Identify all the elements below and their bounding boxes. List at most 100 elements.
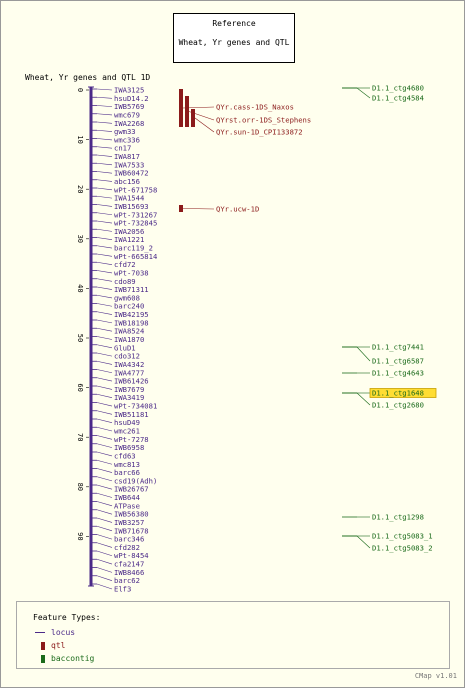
- qtl-bar[interactable]: [185, 96, 189, 127]
- marker-label[interactable]: Elf3: [114, 585, 131, 594]
- marker-label[interactable]: wPt-7278: [114, 435, 149, 444]
- version-label: CMap v1.01: [414, 672, 457, 680]
- marker-label[interactable]: IWA2268: [114, 119, 144, 128]
- marker-label[interactable]: cn17: [114, 144, 131, 153]
- legend: Feature Types: locus qtl baccontig: [16, 601, 450, 669]
- legend-item-locus: locus: [35, 628, 75, 637]
- marker-label[interactable]: IWB60472: [114, 169, 149, 178]
- reference-title: Reference: [212, 19, 256, 28]
- marker-label[interactable]: IWB3257: [114, 518, 144, 527]
- marker-label[interactable]: hsuD14.2: [114, 94, 149, 103]
- marker-label[interactable]: wmc261: [114, 426, 140, 435]
- marker-label[interactable]: IWA2056: [114, 227, 144, 236]
- marker-label[interactable]: gwm33: [114, 127, 136, 136]
- contig-label[interactable]: D1.1_ctg1298: [372, 513, 424, 522]
- contig-label[interactable]: D1.1_ctg6587: [372, 357, 424, 366]
- qtl-swatch-icon: [41, 641, 45, 650]
- axis-tick-label: 70: [76, 433, 84, 441]
- legend-item-qtl: qtl: [35, 641, 65, 650]
- marker-label[interactable]: IWA7533: [114, 160, 144, 169]
- marker-label[interactable]: IWB51181: [114, 410, 149, 419]
- qtl-label[interactable]: QYr.ucw-1D: [216, 205, 259, 214]
- marker-label[interactable]: IWA1870: [114, 335, 144, 344]
- contig-label[interactable]: D1.1_ctg4680: [372, 84, 424, 93]
- contig-label[interactable]: D1.1_ctg7441: [372, 343, 424, 352]
- marker-label[interactable]: IWB56380: [114, 510, 149, 519]
- marker-label[interactable]: wPt-734081: [114, 402, 157, 411]
- marker-label[interactable]: wPt-665814: [114, 252, 157, 261]
- marker-label[interactable]: hsuD49: [114, 418, 140, 427]
- marker-label[interactable]: IWA3419: [114, 393, 144, 402]
- marker-label[interactable]: wPt-731267: [114, 210, 157, 219]
- marker-label[interactable]: IWB71311: [114, 285, 149, 294]
- marker-label[interactable]: IWA3125: [114, 86, 144, 95]
- marker-label[interactable]: IWB61426: [114, 377, 149, 386]
- qtl-bar[interactable]: [179, 89, 183, 127]
- marker-label[interactable]: IWB644: [114, 493, 140, 502]
- reference-box: Reference Wheat, Yr genes and QTL: [173, 13, 295, 63]
- marker-label[interactable]: IWA1544: [114, 194, 144, 203]
- marker-label[interactable]: IWB7679: [114, 385, 144, 394]
- axis-tick-label: 80: [76, 483, 84, 491]
- marker-label[interactable]: wmc336: [114, 135, 140, 144]
- marker-label[interactable]: wPt-8454: [114, 551, 149, 560]
- marker-label[interactable]: GluD1: [114, 343, 136, 352]
- map-title[interactable]: Wheat, Yr genes and QTL 1D: [25, 73, 151, 82]
- marker-label[interactable]: barc119_2: [114, 244, 153, 253]
- reference-subtitle: Wheat, Yr genes and QTL: [178, 38, 290, 47]
- legend-item-baccontig: baccontig: [35, 654, 94, 663]
- axis-tick-label: 60: [76, 383, 84, 391]
- contig-label[interactable]: D1.1_ctg2680: [372, 401, 424, 410]
- baccontig-swatch-icon: [41, 654, 45, 663]
- marker-label[interactable]: csd19(Adh): [114, 476, 157, 485]
- map-canvas: 0 10 20 30 40 50 60 70 80 90 IWA3125hsuD14.2IWB57…: [76, 84, 437, 594]
- contig-label[interactable]: D1.1_ctg5083_1: [372, 532, 433, 541]
- marker-label[interactable]: IWB8466: [114, 568, 144, 577]
- marker-label[interactable]: barc240: [114, 302, 144, 311]
- marker-label[interactable]: barc66: [114, 468, 140, 477]
- marker-label[interactable]: IWA8524: [114, 327, 144, 336]
- marker-label[interactable]: ATPase: [114, 501, 140, 510]
- marker-label[interactable]: IWB5769: [114, 102, 144, 111]
- marker-label[interactable]: wmc813: [114, 460, 140, 469]
- marker-label[interactable]: IWB15693: [114, 202, 149, 211]
- contig-highlight: [369, 388, 437, 398]
- marker-label[interactable]: cfa2147: [114, 560, 144, 569]
- contig-label[interactable]: D1.1_ctg5083_2: [372, 544, 433, 553]
- qtl-label[interactable]: QYr.sun-1D_CPI133872: [216, 128, 303, 137]
- marker-label[interactable]: IWA817: [114, 152, 140, 161]
- marker-label[interactable]: IWB6958: [114, 443, 144, 452]
- marker-label[interactable]: IWB71678: [114, 526, 149, 535]
- marker-label[interactable]: IWB42195: [114, 310, 149, 319]
- marker-label[interactable]: cdo89: [114, 277, 136, 286]
- marker-label[interactable]: cfd72: [114, 260, 136, 269]
- marker-label[interactable]: IWB26767: [114, 485, 149, 494]
- qtl-bar[interactable]: [191, 109, 195, 127]
- axis-tick-label: 10: [76, 135, 84, 143]
- qtl-list: QYr.cass-1DS_Naxos QYrst.orr-1DS_Stephens…: [179, 89, 311, 214]
- marker-label[interactable]: cfd63: [114, 451, 136, 460]
- contig-label[interactable]: D1.1_ctg4643: [372, 369, 424, 378]
- axis-tick-label: 30: [76, 235, 84, 243]
- marker-label[interactable]: cfd282: [114, 543, 140, 552]
- legend-title: Feature Types:: [33, 613, 101, 622]
- qtl-label[interactable]: QYrst.orr-1DS_Stephens: [216, 116, 311, 125]
- marker-label[interactable]: wmc679: [114, 110, 140, 119]
- marker-label[interactable]: wPt-732845: [114, 219, 157, 228]
- marker-label[interactable]: abc156: [114, 177, 140, 186]
- marker-label[interactable]: IWA1221: [114, 235, 144, 244]
- qtl-bar[interactable]: [179, 205, 183, 212]
- qtl-label[interactable]: QYr.cass-1DS_Naxos: [216, 103, 294, 112]
- marker-label[interactable]: barc62: [114, 576, 140, 585]
- marker-label[interactable]: cdo312: [114, 352, 140, 361]
- marker-label[interactable]: IWA4777: [114, 368, 144, 377]
- marker-label[interactable]: wPt-671758: [114, 185, 157, 194]
- contig-label[interactable]: D1.1_ctg1648: [372, 389, 424, 398]
- contig-label[interactable]: D1.1_ctg4584: [372, 94, 424, 103]
- marker-label[interactable]: gwm608: [114, 293, 140, 302]
- marker-label[interactable]: IWA4342: [114, 360, 144, 369]
- marker-label[interactable]: barc346: [114, 535, 144, 544]
- marker-label[interactable]: wPt-7038: [114, 268, 149, 277]
- marker-list: IWA3125hsuD14.2IWB5769wmc679IWA2268gwm33…: [91, 86, 157, 594]
- marker-label[interactable]: IWB18198: [114, 318, 149, 327]
